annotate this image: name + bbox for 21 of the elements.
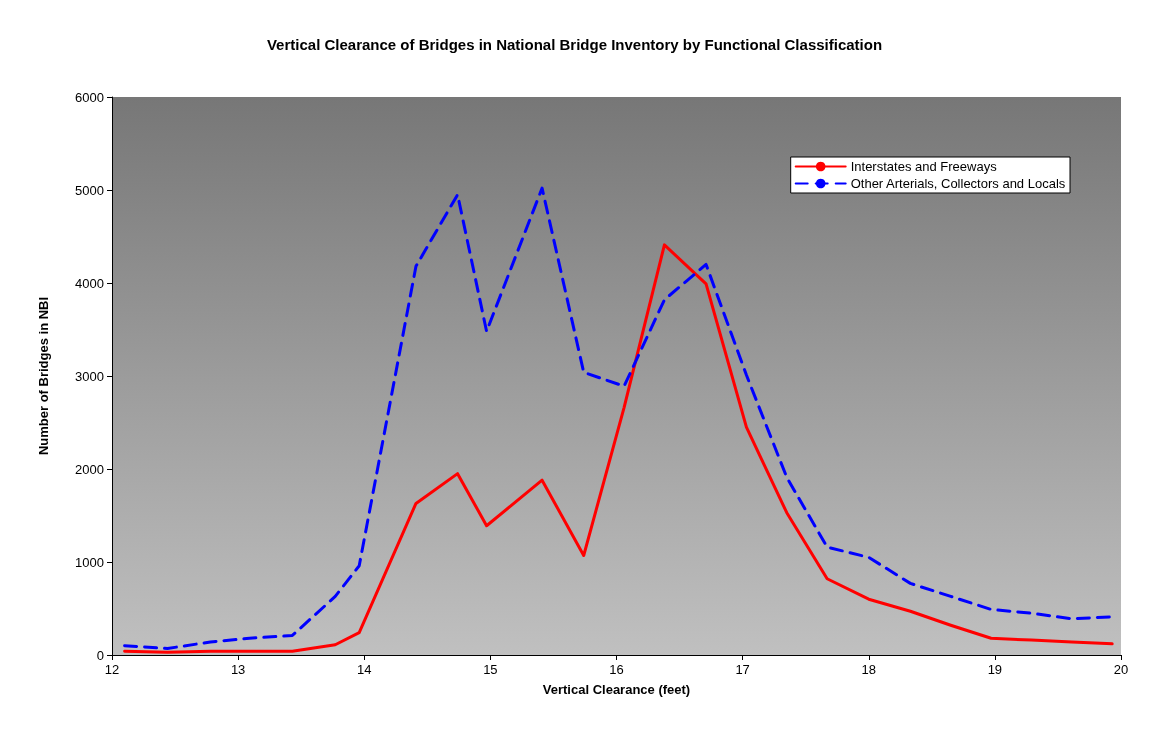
x-tick-label: 14 [357, 662, 372, 677]
y-tick-label: 5000 [75, 182, 104, 198]
y-tick-label: 0 [96, 647, 104, 663]
legend-label: Interstates and Freeways [850, 159, 998, 174]
y-axis-title: Number of Bridges in NBI [36, 296, 51, 456]
x-tick-label: 13 [230, 662, 246, 677]
y-tick-label: 1000 [75, 554, 104, 570]
x-tick-label: 15 [483, 662, 498, 677]
x-tick-label: 20 [1113, 662, 1129, 677]
legend-label: Other Arterials, Collectors and Locals [850, 176, 1066, 191]
y-tick-label: 4000 [75, 275, 104, 291]
x-tick-label: 17 [735, 662, 750, 677]
x-axis-title: Vertical Clearance (feet) [542, 682, 691, 697]
y-tick-label: 3000 [75, 368, 104, 384]
y-tick-label: 2000 [75, 461, 104, 477]
x-tick-label: 12 [104, 662, 120, 677]
y-tick-label: 6000 [75, 89, 104, 105]
chart-title: Vertical Clearance of Bridges in National Bridge Inventory by Functional Classification [266, 36, 883, 53]
x-tick-label: 16 [609, 662, 624, 677]
x-tick-label: 19 [987, 662, 1003, 677]
x-tick-label: 18 [861, 662, 876, 677]
